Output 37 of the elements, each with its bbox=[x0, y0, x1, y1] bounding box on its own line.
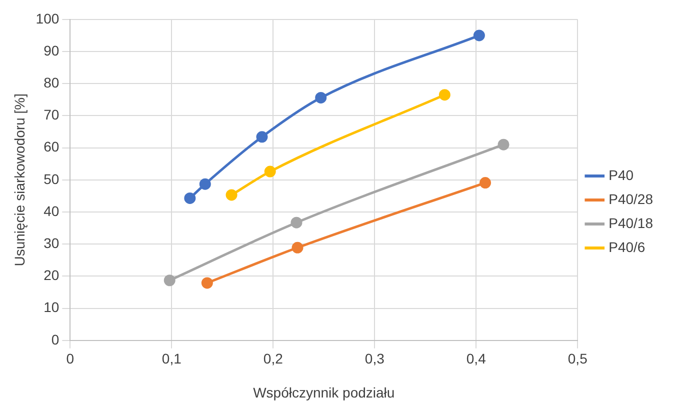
x-tick-label: 0,2 bbox=[263, 350, 284, 367]
y-tick-label: 50 bbox=[44, 170, 60, 187]
y-tick-label: 80 bbox=[44, 74, 60, 90]
point bbox=[264, 166, 276, 178]
point bbox=[184, 192, 196, 204]
y-tick-label: 70 bbox=[44, 106, 60, 123]
point bbox=[201, 277, 213, 289]
point bbox=[473, 30, 485, 42]
x-tick-label: 0 bbox=[66, 350, 74, 367]
point bbox=[480, 177, 492, 189]
point bbox=[199, 178, 211, 190]
x-tick-label: 0,4 bbox=[466, 350, 486, 367]
point bbox=[315, 92, 327, 104]
point bbox=[498, 138, 510, 150]
x-tick-label: 0,5 bbox=[568, 350, 588, 367]
y-tick-label: 10 bbox=[44, 299, 60, 316]
legend-label: P40/28 bbox=[608, 190, 654, 207]
legend-label: P40 bbox=[608, 166, 634, 183]
y-tick-label: 40 bbox=[44, 202, 60, 219]
y-axis-title: Usunięcie siarkowodoru [%] bbox=[11, 94, 28, 266]
y-tick-label: 100 bbox=[36, 10, 60, 26]
point bbox=[290, 216, 302, 228]
point bbox=[256, 131, 268, 143]
point bbox=[438, 89, 450, 101]
x-axis-title: Współczynnik podziału bbox=[253, 384, 395, 400]
y-tick-label: 20 bbox=[44, 267, 60, 284]
y-tick-label: 0 bbox=[51, 331, 60, 348]
point bbox=[164, 274, 176, 286]
legend-label: P40/18 bbox=[608, 214, 654, 231]
y-tick-label: 30 bbox=[44, 234, 60, 251]
x-tick-label: 0,1 bbox=[162, 350, 182, 367]
y-tick-label: 90 bbox=[44, 42, 60, 58]
legend-label: P40/6 bbox=[608, 238, 646, 255]
point bbox=[292, 242, 304, 254]
y-tick-label: 60 bbox=[44, 138, 60, 155]
x-tick-label: 0,3 bbox=[364, 350, 385, 367]
point bbox=[226, 189, 238, 201]
